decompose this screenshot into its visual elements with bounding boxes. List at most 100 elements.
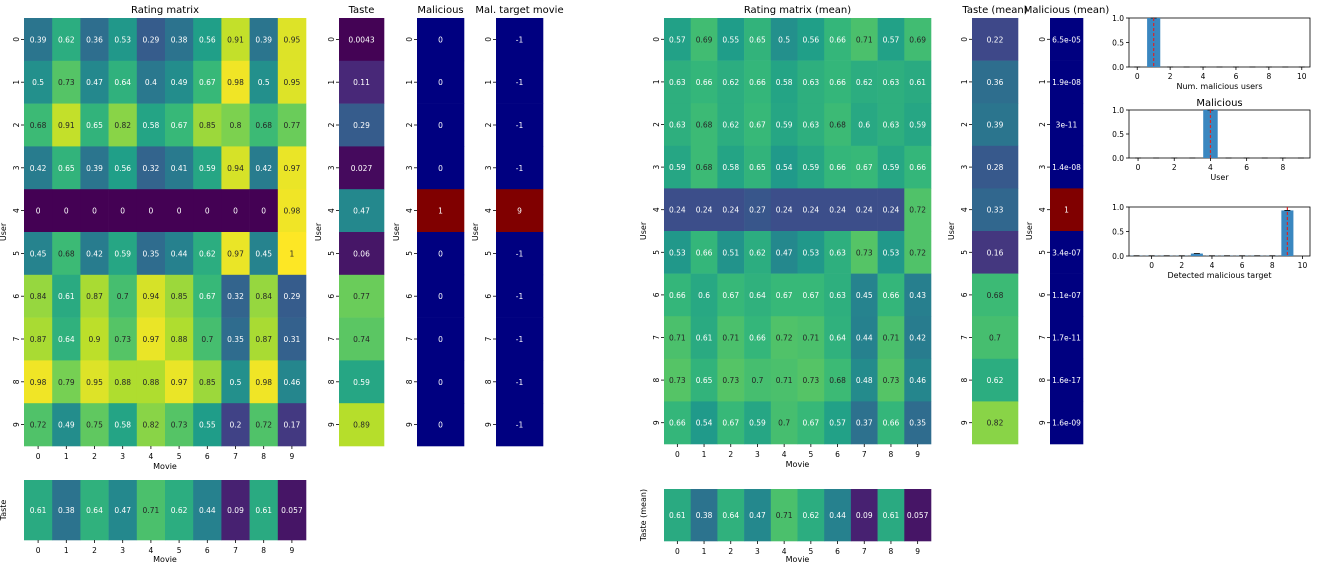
heatmap-5: 0.57 0.69 0.55 0.65 0.5 0.56 0.66 0.71 0.57 0.690… [639, 5, 932, 469]
heatmap-cell [824, 18, 852, 61]
cell-value-label: 0.63 [829, 291, 846, 300]
x-tick-label: 8 [889, 450, 894, 459]
cell-value-label: 0.49 [58, 421, 75, 430]
cell-value-label: 0.72 [909, 248, 926, 257]
heatmap-cell [165, 189, 194, 233]
x-tick-label: 7 [862, 450, 867, 459]
cell-value-label: 0.67 [171, 121, 188, 130]
y-axis-label: User [639, 221, 648, 240]
heatmap-cell [904, 231, 932, 274]
heatmap-cell [277, 189, 307, 233]
cell-value-label: 0 [438, 35, 443, 44]
cell-value-label: 0.95 [86, 378, 103, 387]
heatmap-cell [496, 146, 544, 190]
cell-value-label: 0.71 [143, 506, 160, 515]
cell-value-label: 0.59 [199, 164, 216, 173]
cell-value-label: 0.61 [909, 78, 926, 87]
cell-value-label: 0.98 [30, 378, 47, 387]
y-tick-label: 1.0 [1112, 106, 1124, 115]
cell-value-label: 0.71 [776, 511, 793, 520]
cell-value-label: 0.85 [171, 292, 188, 301]
y-tick-label: 2 [405, 122, 414, 127]
cell-value-label: 0.63 [802, 121, 819, 130]
heatmap-cell [770, 358, 798, 402]
y-tick-label: 8 [1038, 377, 1047, 382]
cell-value-label: 0.55 [722, 35, 739, 44]
y-tick-label: 5 [960, 250, 969, 255]
cell-value-label: 0.59 [776, 121, 793, 130]
heatmap-cell [249, 317, 279, 361]
heatmap-cell [24, 60, 53, 104]
cell-value-label: 0 [438, 78, 443, 87]
y-tick-label: 0 [405, 37, 414, 42]
heatmap-cell [717, 188, 745, 232]
heatmap-cell [496, 274, 544, 318]
x-tick-label: 4 [782, 450, 787, 459]
heatmap-cell [221, 189, 250, 233]
heatmap-cell [24, 103, 53, 147]
cell-value-label: 0.62 [199, 249, 216, 258]
cell-value-label: 0.68 [255, 121, 272, 130]
cell-value-label: 0.42 [86, 249, 103, 258]
x-axis-label: Movie [153, 555, 177, 564]
cell-value-label: 0.84 [30, 292, 47, 301]
cell-value-label: 0.45 [30, 249, 47, 258]
cell-value-label: 0.61 [696, 334, 713, 343]
panel-title: Rating matrix (mean) [744, 5, 851, 16]
heatmap-cell [221, 403, 250, 447]
cell-value-label: 0.62 [58, 35, 75, 44]
heatmap-cell [850, 103, 878, 147]
heatmap-cell [824, 489, 852, 542]
heatmap-cell [249, 146, 279, 190]
x-axis-label: User [1210, 173, 1229, 182]
cell-value-label: -1 [516, 378, 524, 387]
heatmap-cell [797, 316, 825, 360]
heatmap-2: 0 0 0 0 1 0 0 0 0 0 Malicious 0 1 2 3 4 5 6 7 8 9 User [392, 5, 465, 447]
y-tick-label: 3 [960, 164, 969, 169]
cell-value-label: 0 [438, 121, 443, 130]
cell-value-label: 0.35 [227, 335, 244, 344]
heatmap-3: -1 -1 -1 -1 9 -1 -1 -1 -1 -1 Mal. target movie 0 1 2 3… [471, 5, 564, 447]
cell-value-label: 0.22 [987, 35, 1004, 44]
cell-value-label: 0.64 [114, 78, 131, 87]
cell-value-label: 0.71 [776, 376, 793, 385]
heatmap-cell [108, 360, 138, 404]
heatmap-cell [904, 489, 932, 542]
heatmap-cell [249, 189, 279, 233]
heatmap-cell [136, 60, 166, 104]
heatmap-cell [108, 274, 138, 318]
y-tick-label: 9 [12, 422, 21, 427]
heatmap-cell [165, 232, 194, 276]
heatmap-cell [744, 489, 772, 542]
heatmap-cell [136, 360, 166, 404]
heatmap-1: 0.0043 0.11 0.29 0.027 0.47 0.06 0.77 0.74 0.59 0… [314, 5, 385, 447]
heatmap-cell [249, 480, 279, 541]
cell-value-label: 0.63 [883, 121, 900, 130]
cell-value-label: 0.6 [858, 121, 870, 130]
heatmap-cell [80, 146, 109, 190]
cell-value-label: 0.66 [749, 334, 766, 343]
heatmap-cell [193, 18, 222, 62]
y-tick-label: 8 [652, 377, 661, 382]
cell-value-label: 0.68 [829, 121, 846, 130]
heatmap-7: 6.5e-05 1.9e-08 3e-11 1.4e-08 1 3.4e-07 1.1e-0… [1024, 5, 1109, 445]
heatmap-cell [770, 145, 798, 189]
cell-value-label: 0.33 [987, 206, 1004, 215]
y-tick-label: 6 [327, 294, 336, 299]
y-tick-label: 6 [1038, 292, 1047, 297]
heatmap-cell [496, 403, 544, 447]
cell-value-label: 0.85 [199, 121, 216, 130]
cell-value-label: 0.38 [171, 35, 188, 44]
heatmap-cell [417, 403, 465, 447]
cell-value-label: 1.9e-08 [1052, 78, 1081, 87]
x-tick-label: 9 [290, 546, 295, 555]
cell-value-label: 0.36 [86, 35, 103, 44]
x-tick-label: 8 [889, 547, 894, 556]
x-tick-label: 2 [728, 450, 733, 459]
cell-value-label: 0.06 [353, 249, 370, 258]
heatmap-cell [797, 60, 825, 104]
cell-value-label: 0.97 [143, 335, 160, 344]
heatmap-cell [24, 146, 53, 190]
cell-value-label: -1 [516, 78, 524, 87]
heatmap-cell [1050, 145, 1084, 189]
